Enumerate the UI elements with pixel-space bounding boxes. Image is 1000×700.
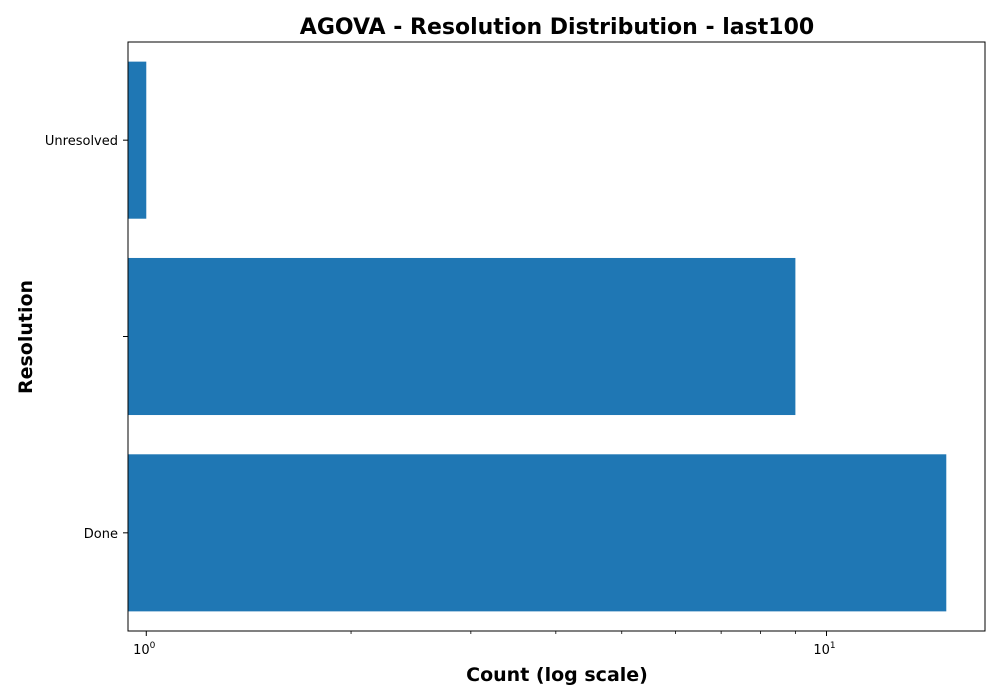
x-tick-label: 100 [133, 641, 156, 658]
x-axis-label: Count (log scale) [466, 664, 648, 686]
y-axis-label: Resolution [15, 280, 37, 394]
y-tick-label: Unresolved [45, 134, 118, 149]
y-tick-label: Done [84, 527, 118, 542]
plot-frame [127, 41, 986, 632]
plot-area: Done Unresolved 100 101 [45, 41, 986, 658]
chart-title: AGOVA - Resolution Distribution - last10… [300, 15, 814, 40]
bar [128, 454, 947, 612]
bar [128, 257, 796, 416]
x-tick-label: 101 [813, 641, 835, 658]
bar [128, 61, 147, 219]
